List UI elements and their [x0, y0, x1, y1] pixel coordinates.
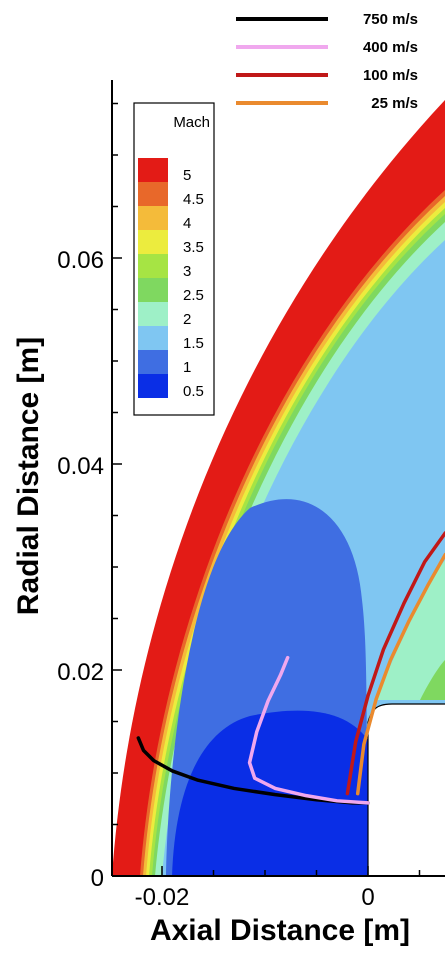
colorbar-level-label: 0.5 — [183, 383, 204, 400]
y-tick-label: 0.06 — [57, 247, 104, 274]
colorbar-swatch — [138, 254, 168, 278]
legend-entry-label: 400 m/s — [363, 39, 418, 56]
colorbar-swatch — [138, 158, 168, 182]
legend-entry-label: 100 m/s — [363, 67, 418, 84]
colorbar-swatch — [138, 350, 168, 374]
colorbar-swatch — [138, 206, 168, 230]
colorbar-level-label: 1 — [183, 359, 191, 376]
colorbar-level-label: 2.5 — [183, 287, 204, 304]
x-axis-label: Axial Distance [m] — [150, 914, 410, 947]
legend-entry-label: 25 m/s — [371, 95, 418, 112]
colorbar-swatch — [138, 278, 168, 302]
colorbar-swatch — [138, 302, 168, 326]
contour-shoulder-band-2 — [420, 660, 445, 700]
colorbar-swatch — [138, 182, 168, 206]
y-tick-label: 0.04 — [57, 453, 104, 480]
colorbar-level-label: 4 — [183, 215, 191, 232]
colorbar-swatches — [138, 158, 168, 398]
colorbar-level-label: 5 — [183, 167, 191, 184]
x-tick-label: 0 — [361, 884, 374, 911]
colorbar-labels: 5 4.5 4 3.5 3 2.5 2 1.5 1 0.5 — [183, 167, 204, 400]
colorbar-title: Mach — [173, 114, 210, 131]
y-tick-label: 0.02 — [57, 659, 104, 686]
colorbar-level-label: 3 — [183, 263, 191, 280]
colorbar-level-label: 4.5 — [183, 191, 204, 208]
legend-entry-label: 750 m/s — [363, 11, 418, 28]
y-axis-label: Radial Distance [m] — [12, 337, 45, 615]
trajectory-legend: 750 m/s 400 m/s 100 m/s 25 m/s — [236, 11, 418, 112]
axes — [111, 80, 445, 877]
tick-marks — [112, 102, 421, 877]
mach-colorbar: Mach 5 4.5 4 3.5 3 2.5 2 1.5 1 0.5 — [133, 102, 215, 416]
trajectory-lines — [136, 531, 445, 805]
contour-shoulder-band — [376, 560, 445, 700]
trajectory-line-3 — [355, 552, 445, 796]
colorbar-swatch — [138, 230, 168, 254]
y-tick-label: 0 — [91, 865, 104, 892]
colorbar-swatch — [138, 326, 168, 350]
trajectory-line-1 — [247, 655, 370, 805]
colorbar-level-label: 3.5 — [183, 239, 204, 256]
colorbar-level-label: 1.5 — [183, 335, 204, 352]
colorbar-swatch — [138, 374, 168, 398]
x-tick-label: -0.02 — [135, 884, 190, 911]
trajectory-line-2 — [345, 531, 445, 796]
body — [368, 704, 445, 876]
colorbar-level-label: 2 — [183, 311, 191, 328]
